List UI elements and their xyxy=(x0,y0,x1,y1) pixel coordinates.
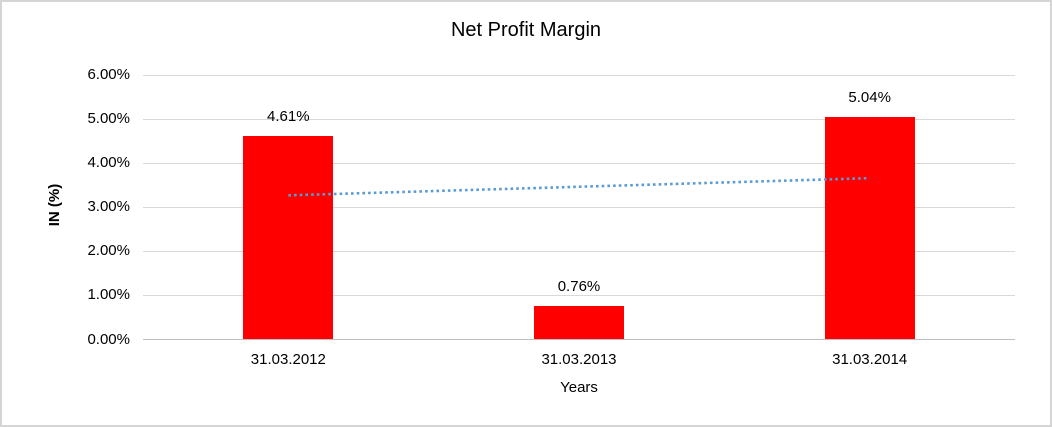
gridline xyxy=(143,206,1015,208)
y-axis-tick-label: 6.00% xyxy=(87,66,130,83)
gridline xyxy=(143,250,1015,252)
x-axis-tick-label: 31.03.2014 xyxy=(832,351,908,368)
bar-value-label: 4.61% xyxy=(267,108,310,126)
chart-title: Net Profit Margin xyxy=(450,19,602,41)
x-axis-title: Years xyxy=(560,379,598,396)
gridline xyxy=(143,162,1015,164)
y-axis-tick-label: 1.00% xyxy=(87,286,130,304)
bar xyxy=(534,305,624,340)
bar-value-label: 0.76% xyxy=(557,277,601,295)
gridline xyxy=(143,294,1015,296)
gridline xyxy=(143,339,1015,340)
bar-value-label: 5.04% xyxy=(848,89,891,107)
y-axis-tick-label: 3.00% xyxy=(87,198,130,216)
y-axis-tick-label: 5.00% xyxy=(87,110,130,128)
x-axis-tick-label: 31.03.2013 xyxy=(541,351,617,368)
bar xyxy=(824,117,915,340)
bar xyxy=(243,136,334,340)
y-axis-tick-label: 2.00% xyxy=(87,242,130,260)
gridline xyxy=(143,118,1015,120)
gridline xyxy=(143,74,1015,76)
y-axis-tick-label: 0.00% xyxy=(87,330,130,348)
y-axis-tick-label: 4.00% xyxy=(87,154,130,172)
x-axis-tick-label: 31.03.2012 xyxy=(250,351,326,368)
linear-trendline xyxy=(288,176,870,197)
